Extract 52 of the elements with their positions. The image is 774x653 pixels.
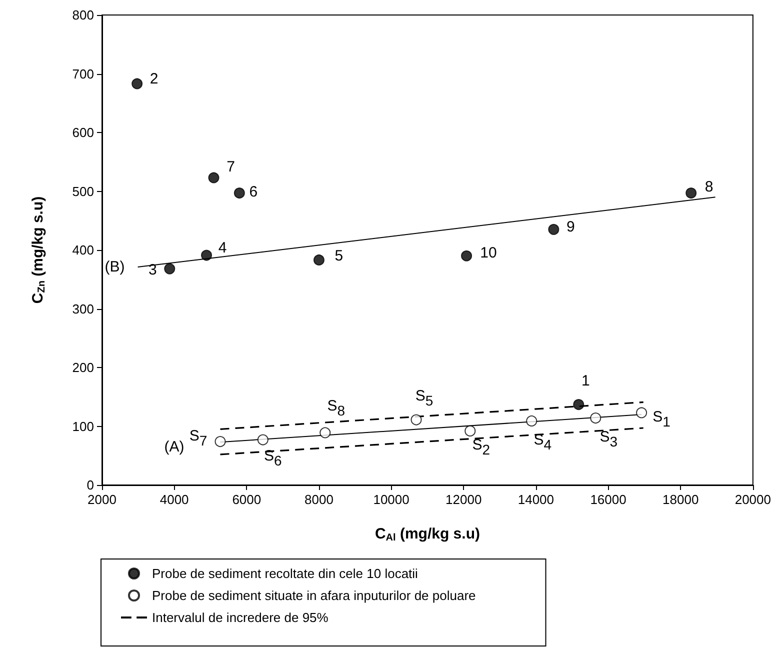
legend-label: Probe de sediment recoltate din cele 10 locatii: [152, 566, 418, 581]
x-tick-label: 14000: [518, 492, 554, 507]
point: [234, 188, 245, 199]
annotation: 9: [566, 218, 575, 236]
annotation: 7: [226, 158, 235, 176]
x-tick-label: 16000: [590, 492, 626, 507]
x-tick-label: 10000: [373, 492, 410, 507]
x-tick-label: 2000: [88, 492, 116, 507]
y-tick-label: 200: [72, 360, 94, 375]
x-tick-label: 8000: [304, 492, 334, 507]
annotation: 5: [334, 247, 344, 264]
annotation: 10: [480, 244, 497, 262]
x-tick-label: 12000: [446, 492, 482, 507]
point: [526, 415, 538, 426]
point: [208, 172, 220, 184]
point: [164, 263, 176, 274]
annotation: 4: [218, 240, 227, 257]
point: [257, 434, 268, 446]
point: [686, 188, 697, 199]
x-tick-label: 6000: [232, 492, 262, 507]
annotation: 2: [150, 70, 158, 88]
point: [410, 414, 422, 426]
annotation: (A): [164, 438, 184, 456]
point: [636, 407, 648, 418]
point: [461, 250, 472, 262]
point: [464, 425, 476, 436]
x-tick-label: 18000: [662, 492, 699, 507]
y-tick-label: 300: [72, 301, 94, 316]
y-tick-label: 800: [72, 8, 94, 22]
point: [132, 78, 143, 90]
legend-label: Probe de sediment situate in afara inputurilor de poluare: [152, 588, 476, 603]
annotation: 1: [581, 372, 590, 389]
point: [320, 427, 331, 438]
y-tick-label: 400: [72, 242, 94, 258]
x-tick-label: 20000: [734, 492, 772, 507]
annotation: 8: [704, 178, 714, 196]
point: [548, 224, 560, 235]
y-tick-label: 500: [72, 184, 94, 199]
point: [573, 399, 584, 410]
point: [214, 436, 226, 448]
y-tick-label: 600: [72, 125, 94, 140]
y-tick-label: 700: [72, 66, 94, 82]
y-tick-label: 0: [86, 478, 94, 492]
point: [590, 412, 602, 424]
x-tick-label: 4000: [160, 492, 189, 507]
legend-label: Intervalul de incredere de 95%: [152, 610, 329, 625]
y-axis-title: CZn (mg/kg s.u): [30, 196, 48, 304]
annotation: 6: [249, 184, 258, 200]
point: [313, 254, 324, 266]
point: [201, 250, 212, 261]
annotation: (B): [104, 258, 125, 276]
y-tick-label: 100: [72, 418, 94, 434]
